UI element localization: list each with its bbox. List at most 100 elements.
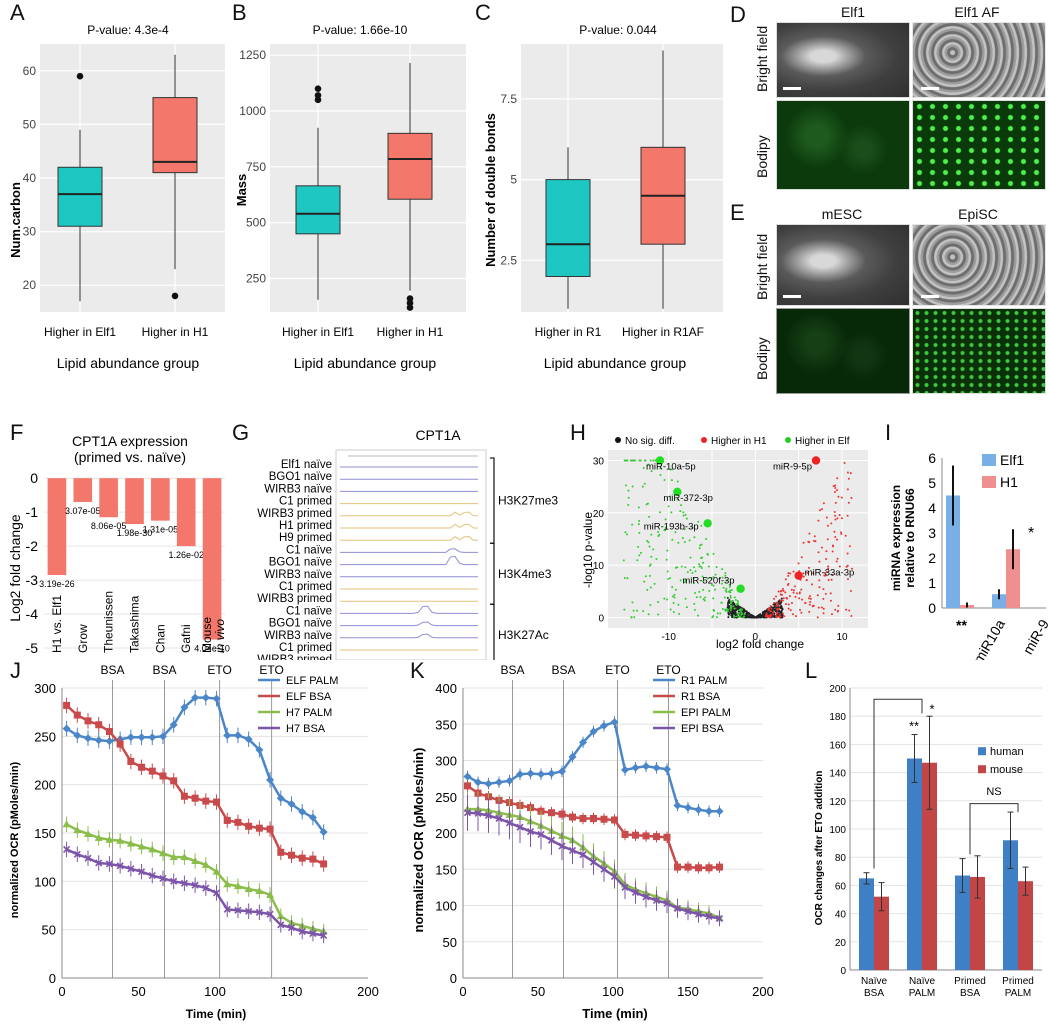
point-elf: [685, 606, 688, 609]
series-marker: [137, 733, 146, 742]
point-nosig: [767, 611, 770, 614]
micro-d-row1: Bright field: [754, 25, 770, 92]
series-marker: [474, 809, 482, 817]
point-elf: [701, 575, 704, 578]
point-h1: [818, 560, 821, 563]
outlier-point: [171, 292, 179, 300]
mirna-annotation: miR-33a-3p: [805, 568, 855, 579]
legend-label: ELF BSA: [286, 691, 332, 703]
point-elf: [625, 459, 628, 462]
point-h1: [818, 579, 821, 582]
point-h1: [772, 613, 775, 616]
point-h1: [850, 614, 853, 617]
point-elf: [723, 596, 726, 599]
series-marker: [223, 905, 231, 913]
series-marker: [84, 829, 93, 837]
point-h1: [802, 541, 805, 544]
point-nosig: [726, 597, 729, 600]
point-h1: [787, 607, 790, 610]
mirna-annotation: miR-193b-3p: [644, 521, 699, 532]
y-tick-label: 180: [829, 712, 846, 723]
point-nosig: [765, 610, 768, 613]
point-elf: [682, 514, 685, 517]
series-marker: [255, 908, 263, 916]
point-elf: [708, 589, 711, 592]
series-marker: [694, 805, 703, 814]
point-elf: [742, 616, 745, 619]
point-elf: [671, 595, 674, 598]
panel-label-c: C: [475, 0, 491, 25]
series-marker: [245, 822, 253, 830]
bar: [874, 896, 889, 970]
point-nosig: [746, 616, 749, 619]
bar: [946, 495, 960, 608]
point-elf: [643, 459, 646, 462]
point-nosig: [731, 611, 734, 614]
point-h1: [831, 573, 834, 576]
point-h1: [824, 571, 827, 574]
series-marker: [84, 854, 92, 862]
injection-label: BSA: [551, 663, 575, 677]
point-nosig: [762, 611, 765, 614]
bar-chart-l: OCR changes after ETO addition 0 20 40 60 80…: [814, 684, 1042, 999]
point-h1: [833, 510, 836, 513]
point-elf: [657, 613, 660, 616]
point-nosig: [758, 615, 761, 618]
x-tick-label: 100: [602, 984, 624, 999]
y-tick-label: 4: [928, 500, 936, 516]
point-elf: [633, 616, 636, 619]
point-h1: [781, 587, 784, 590]
y-tick-label: 30: [23, 225, 37, 239]
point-elf: [673, 593, 676, 596]
point-h1: [771, 611, 774, 614]
point-h1: [794, 595, 797, 598]
bar: [859, 878, 874, 970]
j-xlabel: Time (min): [186, 1007, 246, 1021]
point-elf: [647, 463, 650, 466]
point-elf: [738, 612, 741, 615]
series-marker: [652, 896, 661, 904]
legend-label: H7 PALM: [286, 707, 332, 719]
series-marker: [674, 863, 681, 871]
track-signal: [340, 511, 478, 517]
point-h1: [834, 484, 837, 487]
injection-label: PALM/: [546, 660, 582, 663]
series-marker: [579, 815, 587, 822]
point-h1: [847, 477, 850, 480]
point-elf: [732, 605, 735, 608]
series-marker: [663, 765, 671, 774]
series-marker: [715, 807, 724, 816]
point-h1: [846, 564, 849, 567]
point-h1: [822, 502, 825, 505]
significance-marker: *: [1028, 525, 1034, 542]
plot-background: [608, 450, 868, 628]
panel-label-h: H: [570, 420, 586, 445]
series-marker: [63, 701, 71, 709]
point-elf: [699, 565, 702, 568]
point-nosig: [780, 597, 783, 600]
bar: [955, 875, 970, 970]
point-elf: [726, 607, 729, 610]
panel-label-f: F: [10, 420, 24, 445]
point-h1: [808, 603, 811, 606]
series-marker: [611, 816, 618, 824]
point-nosig: [781, 616, 784, 619]
point-elf: [672, 601, 675, 604]
box: [545, 179, 591, 277]
point-elf: [683, 528, 686, 531]
point-elf: [669, 495, 672, 498]
point-elf: [655, 557, 658, 560]
point-elf: [738, 609, 741, 612]
point-h1: [830, 522, 833, 525]
series-marker: [537, 770, 545, 779]
ylabel-b: Mass: [234, 174, 249, 207]
point-elf: [731, 600, 734, 603]
point-h1: [850, 567, 853, 570]
point-elf: [659, 473, 662, 476]
x-tick-label: 10: [836, 632, 848, 643]
micrograph-e-episc-brightfield: [912, 224, 1046, 306]
point-elf: [670, 479, 673, 482]
point-elf: [680, 504, 683, 507]
bar-chart-f: CPT1A expression (primed vs. naïve) Log2…: [7, 433, 230, 656]
point-elf: [702, 588, 705, 591]
